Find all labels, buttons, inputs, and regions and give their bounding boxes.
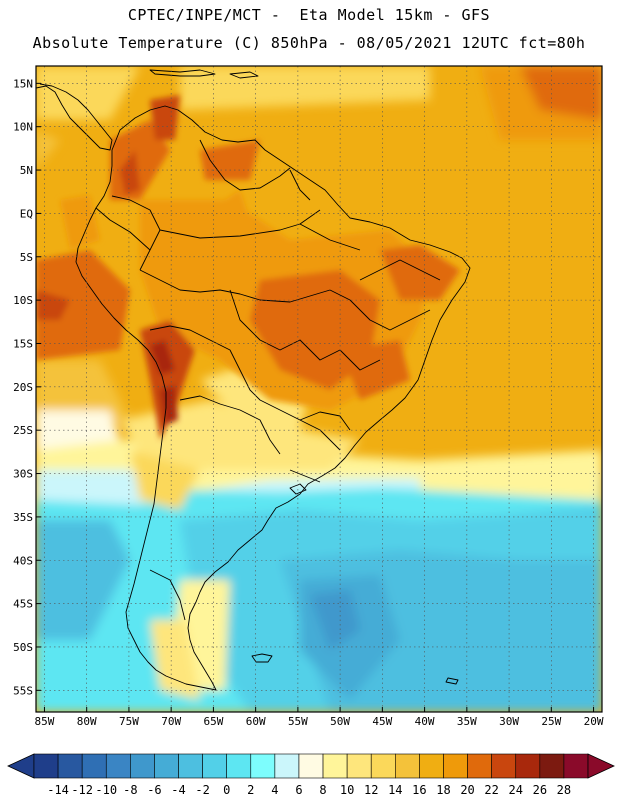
latitude-labels: 15N 10N 5N EQ 5S 10S 15S 20S 25S 30S 35S 40S 45S 50S 5… [13,77,41,697]
colorbar-swatch [178,753,203,779]
lat-tick-label: 15N [13,77,33,90]
lon-tick-label: 30W [499,715,519,728]
colorbar-under-arrow [7,753,35,779]
lat-tick-label: 40S [13,554,33,567]
lon-tick-label: 50W [330,715,350,728]
colorbar-label: -4 [171,783,185,797]
lat-tick-label: 20S [13,381,33,394]
lat-tick-label: 35S [13,511,33,524]
map-subtitle: Absolute Temperature (C) 850hPa - 08/05/… [32,34,586,52]
lat-tick-label: 5N [20,164,33,177]
longitude-labels: 85W 80W 75W 70W 65W 60W 55W 50W 45W 40W 35W 30W 25W 2… [35,707,604,728]
colorbar-label: -2 [195,783,209,797]
colorbar-label: 28 [557,783,571,797]
colorbar-label: 12 [364,783,378,797]
colorbar-swatch [467,753,492,779]
lon-tick-label: 20W [584,715,604,728]
colorbar-label: 20 [460,783,474,797]
colorbar-label: 14 [388,783,402,797]
colorbar-swatch [322,753,348,779]
lat-tick-label: 25S [13,424,33,437]
temperature-field [36,66,602,712]
colorbar-label: -8 [123,783,137,797]
lon-tick-label: 60W [246,715,266,728]
colorbar-label: 10 [340,783,354,797]
lat-tick-label: 30S [13,468,33,481]
colorbar-swatch [346,753,372,779]
colorbar-label: 6 [295,783,302,797]
lon-tick-label: 40W [415,715,435,728]
colorbar-swatch [298,753,324,779]
lon-tick-label: 75W [119,715,139,728]
colorbar-swatch [515,753,541,779]
colorbar-label: -14 [47,783,69,797]
colorbar-swatch [130,753,155,779]
lon-tick-label: 65W [203,715,223,728]
lon-tick-label: 55W [288,715,308,728]
colorbar-swatch [81,753,107,779]
colorbar-label: 4 [271,783,278,797]
colorbar-swatch [202,753,227,779]
lat-tick-label: 45S [13,598,33,611]
lat-tick-label: 50S [13,641,33,654]
colorbar-swatch [563,753,589,779]
lon-tick-label: 85W [35,715,55,728]
lon-tick-label: 45W [372,715,392,728]
colorbar-swatch [250,753,276,779]
colorbar-label: -12 [71,783,93,797]
colorbar-labels: -14 -12 -10 -8 -6 -4 -2 0 2 4 6 8 10 12 14 16 18 20 22 24 26… [47,783,571,797]
colorbar-swatch [105,753,131,779]
colorbar-swatch [154,753,179,779]
lon-tick-label: 70W [161,715,181,728]
colorbar-swatch [370,753,396,779]
colorbar-swatch [443,753,468,779]
lat-tick-label: EQ [20,207,33,220]
lat-tick-label: 15S [13,337,33,350]
colorbar-label: 18 [436,783,450,797]
coastline-layer [36,69,471,691]
lat-tick-label: 10S [13,294,33,307]
lat-tick-label: 10N [13,121,33,134]
colorbar-over-arrow [587,753,615,779]
lon-tick-label: 25W [541,715,561,728]
colorbar-label: 2 [247,783,254,797]
colorbar-label: -6 [147,783,161,797]
lat-tick-label: 5S [20,251,33,264]
colorbar-swatch [33,753,59,779]
colorbar-swatch [419,753,444,779]
map-title: CPTEC/INPE/MCT - Eta Model 15km - GFS [127,6,491,24]
colorbar-label: 8 [319,783,326,797]
colorbar-label: 22 [484,783,498,797]
colorbar-label: -10 [95,783,117,797]
lon-tick-label: 80W [77,715,97,728]
colorbar-swatch [539,753,565,779]
lat-tick-label: 55S [13,684,33,697]
colorbar-label: 26 [533,783,547,797]
colorbar-swatch [57,753,83,779]
map-frame [35,65,603,713]
colorbar-label: 0 [223,783,230,797]
lon-tick-label: 35W [457,715,477,728]
colorbar-swatch [226,753,252,779]
colorbar-swatch [395,753,420,779]
colorbar [7,753,615,779]
colorbar-label: 16 [412,783,426,797]
colorbar-swatch [491,753,517,779]
colorbar-swatch [274,753,300,779]
colorbar-label: 24 [509,783,523,797]
